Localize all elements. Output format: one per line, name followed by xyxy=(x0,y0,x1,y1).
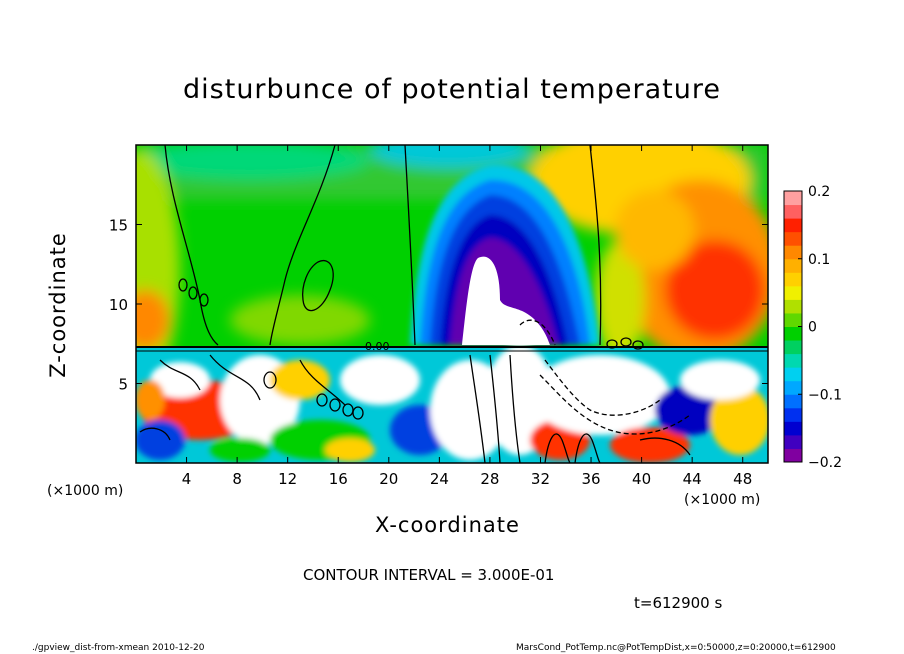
colorbar-tick-label: −0.2 xyxy=(808,455,842,471)
x-axis-label: X-coordinate xyxy=(375,513,520,537)
x-tick-label: 28 xyxy=(480,470,499,488)
y-tick-label: 5 xyxy=(118,376,128,394)
colorbar-band xyxy=(784,218,802,233)
x-tick-label: 16 xyxy=(329,470,348,488)
colorbar-band xyxy=(784,285,802,300)
x-tick-label: 44 xyxy=(683,470,702,488)
colorbar-band xyxy=(784,245,802,260)
colorbar-tick-label: −0.1 xyxy=(808,387,842,403)
colorbar-band xyxy=(784,191,802,206)
plot-area: 0.00 xyxy=(136,145,768,463)
x-unit-label-left: (×1000 m) xyxy=(47,483,124,499)
colorbar xyxy=(783,190,803,463)
x-tick-label: 12 xyxy=(278,470,297,488)
time-label: t=612900 s xyxy=(634,594,723,612)
footer-right: MarsCond_PotTemp.nc@PotTempDist,x=0:5000… xyxy=(516,643,836,653)
x-axis: 4 8 12 16 20 24 28 32 36 40 44 48 xyxy=(182,145,752,488)
x-tick-label: 32 xyxy=(531,470,550,488)
colorbar-band xyxy=(784,380,802,395)
contour-interval: CONTOUR INTERVAL = 3.000E-01 xyxy=(303,566,555,584)
y-tick-label: 10 xyxy=(109,296,128,314)
colorbar-band xyxy=(784,434,802,449)
x-tick-label: 48 xyxy=(733,470,752,488)
colorbar-band xyxy=(784,231,802,246)
colorbar-band xyxy=(784,299,802,314)
y-axis-label: Z-coordinate xyxy=(46,232,70,378)
x-tick-label: 40 xyxy=(632,470,651,488)
colorbar-band xyxy=(784,340,802,355)
colorbar-band xyxy=(784,326,802,341)
x-tick-label: 20 xyxy=(379,470,398,488)
y-axis: 5 10 15 xyxy=(109,217,768,394)
x-tick-label: 24 xyxy=(430,470,449,488)
colorbar-band xyxy=(784,367,802,382)
colorbar-band xyxy=(784,353,802,368)
colorbar-band xyxy=(784,272,802,287)
colorbar-band xyxy=(784,407,802,422)
y-tick-label: 15 xyxy=(109,217,128,235)
x-tick-label: 36 xyxy=(581,470,600,488)
colorbar-band xyxy=(784,204,802,219)
x-tick-label: 8 xyxy=(232,470,242,488)
footer-left: ./gpview_dist-from-xmean 2010-12-20 xyxy=(32,643,205,653)
colorbar-tick-label: 0 xyxy=(808,320,817,336)
chart-title: disturbunce of potential temperature xyxy=(183,74,721,105)
colorbar-band xyxy=(784,258,802,273)
x-tick-label: 4 xyxy=(182,470,192,488)
colorbar-tick-label: 0.1 xyxy=(808,252,830,268)
colorbar-tick-label: 0.2 xyxy=(808,184,830,200)
colorbar-band xyxy=(784,312,802,327)
contour-value-label: 0.00 xyxy=(365,340,390,353)
colorbar-ticks: 0.2 0.1 0 −0.1 −0.2 xyxy=(798,184,842,471)
colorbar-band xyxy=(784,421,802,436)
colorbar-band xyxy=(784,394,802,409)
colorbar-band xyxy=(784,448,802,463)
x-unit-label-right: (×1000 m) xyxy=(684,492,761,508)
